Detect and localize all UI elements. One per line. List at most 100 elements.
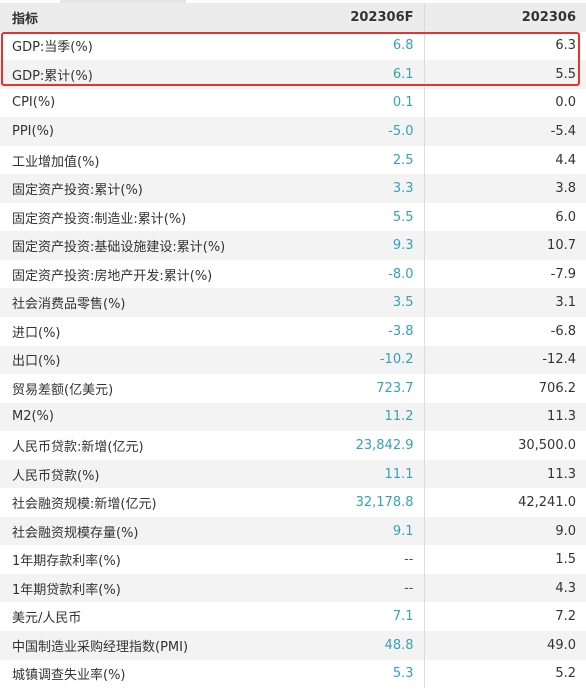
indicator-name: 美元/人民币 [0,602,254,632]
scroll-indicator[interactable] [60,0,186,3]
indicator-name: 人民币贷款(%) [0,459,254,489]
actual-value: 42,241.0 [424,488,586,517]
table-row[interactable]: 贸易差额(亿美元) 723.7 706.2 [0,374,586,403]
actual-value: 7.2 [424,602,586,632]
actual-value: 6.3 [424,31,586,61]
forecast-value: -- [254,545,425,574]
table-row[interactable]: 人民币贷款:新增(亿元) 23,842.9 30,500.0 [0,431,586,460]
actual-value: 4.3 [424,573,586,603]
actual-value: 3.8 [424,174,586,203]
actual-value: 706.2 [424,374,586,403]
actual-value: 1.5 [424,545,586,574]
forecast-value: -5.0 [254,117,425,146]
table-row[interactable]: 城镇调查失业率(%) 5.3 5.2 [0,659,586,689]
indicator-name: 社会融资规模存量(%) [0,516,254,546]
table-row[interactable]: 1年期存款利率(%) -- 1.5 [0,545,586,574]
table-row[interactable]: 社会融资规模存量(%) 9.1 9.0 [0,516,586,546]
indicator-name: 固定资产投资:房地产开发:累计(%) [0,259,254,289]
indicator-name: 固定资产投资:制造业:累计(%) [0,202,254,232]
indicator-name: PPI(%) [0,117,254,146]
forecast-value: -10.2 [254,345,425,375]
actual-value: -5.4 [424,117,586,146]
table-header-row: 指标 202306F 202306 [0,3,586,32]
indicator-name: 城镇调查失业率(%) [0,659,254,689]
actual-value: -12.4 [424,345,586,375]
actual-value: -6.8 [424,317,586,346]
forecast-value: 5.5 [254,202,425,232]
actual-value: 5.2 [424,659,586,689]
indicator-name: 1年期贷款利率(%) [0,573,254,603]
forecast-value: 6.1 [254,60,425,89]
indicator-name: 社会消费品零售(%) [0,288,254,318]
table-row[interactable]: GDP:当季(%) 6.8 6.3 [0,31,586,61]
forecast-value: 723.7 [254,374,425,403]
actual-value: 11.3 [424,459,586,489]
indicator-name: 进口(%) [0,317,254,346]
indicator-name: GDP:累计(%) [0,60,254,89]
actual-value: 49.0 [424,631,586,660]
indicator-name: M2(%) [0,402,254,432]
table-row[interactable]: M2(%) 11.2 11.3 [0,402,586,432]
table-row[interactable]: CPI(%) 0.1 0.0 [0,88,586,118]
forecast-value: 5.3 [254,659,425,689]
indicator-table: 指标 202306F 202306 GDP:当季(%) 6.8 6.3 GDP:累计(… [0,3,586,689]
table-row[interactable]: 社会融资规模:新增(亿元) 32,178.8 42,241.0 [0,488,586,517]
actual-value: 30,500.0 [424,431,586,460]
actual-value: 0.0 [424,88,586,118]
forecast-value: 32,178.8 [254,488,425,517]
table-row[interactable]: 进口(%) -3.8 -6.8 [0,317,586,346]
table-row[interactable]: PPI(%) -5.0 -5.4 [0,117,586,146]
table-row[interactable]: 固定资产投资:制造业:累计(%) 5.5 6.0 [0,202,586,232]
actual-value: 5.5 [424,60,586,89]
table-body: GDP:当季(%) 6.8 6.3 GDP:累计(%) 6.1 5.5 CPI(%) 0.1 0… [0,31,586,689]
table-row[interactable]: 出口(%) -10.2 -12.4 [0,345,586,375]
forecast-value: -- [254,573,425,603]
table-row[interactable]: 固定资产投资:房地产开发:累计(%) -8.0 -7.9 [0,259,586,289]
indicator-name: 工业增加值(%) [0,145,254,175]
indicator-name: 贸易差额(亿美元) [0,374,254,403]
table-row[interactable]: 人民币贷款(%) 11.1 11.3 [0,459,586,489]
indicator-name: 1年期存款利率(%) [0,545,254,574]
forecast-value: 6.8 [254,31,425,61]
indicator-name: 中国制造业采购经理指数(PMI) [0,631,254,660]
actual-value: 3.1 [424,288,586,318]
actual-value: 6.0 [424,202,586,232]
table-row[interactable]: 1年期贷款利率(%) -- 4.3 [0,573,586,603]
forecast-value: -8.0 [254,259,425,289]
forecast-value: 11.1 [254,459,425,489]
indicator-name: GDP:当季(%) [0,31,254,61]
indicator-name: 社会融资规模:新增(亿元) [0,488,254,517]
indicator-name: 人民币贷款:新增(亿元) [0,431,254,460]
forecast-value: -3.8 [254,317,425,346]
forecast-value: 3.5 [254,288,425,318]
forecast-value: 9.1 [254,516,425,546]
actual-value: 11.3 [424,402,586,432]
forecast-value: 7.1 [254,602,425,632]
indicator-name: 出口(%) [0,345,254,375]
table-row[interactable]: 社会消费品零售(%) 3.5 3.1 [0,288,586,318]
forecast-value: 2.5 [254,145,425,175]
table-row[interactable]: 中国制造业采购经理指数(PMI) 48.8 49.0 [0,631,586,660]
header-actual[interactable]: 202306 [424,3,586,32]
table-row[interactable]: 固定资产投资:累计(%) 3.3 3.8 [0,174,586,203]
table-row[interactable]: GDP:累计(%) 6.1 5.5 [0,60,586,89]
forecast-value: 11.2 [254,402,425,432]
actual-value: -7.9 [424,259,586,289]
table-row[interactable]: 美元/人民币 7.1 7.2 [0,602,586,632]
table-row[interactable]: 工业增加值(%) 2.5 4.4 [0,145,586,175]
actual-value: 10.7 [424,231,586,260]
forecast-value: 23,842.9 [254,431,425,460]
forecast-value: 0.1 [254,88,425,118]
forecast-value: 3.3 [254,174,425,203]
indicator-name: 固定资产投资:基础设施建设:累计(%) [0,231,254,260]
forecast-value: 9.3 [254,231,425,260]
indicator-name: CPI(%) [0,88,254,118]
forecast-value: 48.8 [254,631,425,660]
indicator-name: 固定资产投资:累计(%) [0,174,254,203]
actual-value: 9.0 [424,516,586,546]
header-forecast[interactable]: 202306F [254,3,425,32]
actual-value: 4.4 [424,145,586,175]
header-indicator[interactable]: 指标 [0,3,254,32]
table-row[interactable]: 固定资产投资:基础设施建设:累计(%) 9.3 10.7 [0,231,586,260]
